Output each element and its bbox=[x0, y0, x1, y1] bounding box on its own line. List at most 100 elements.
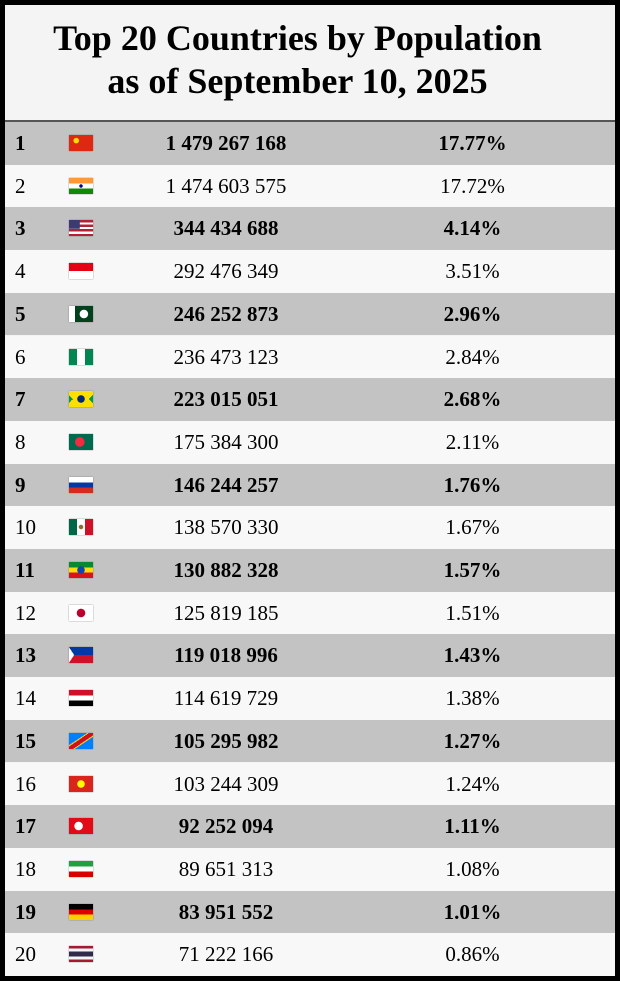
table-row: 11 130 882 328 1.57% bbox=[5, 549, 615, 592]
rank: 15 bbox=[15, 728, 36, 753]
rank: 20 bbox=[15, 942, 36, 967]
share: 1.38% bbox=[445, 686, 500, 711]
title-line: as of September 10, 2025 bbox=[107, 61, 488, 101]
flag-icon bbox=[69, 903, 93, 920]
flag-icon bbox=[69, 604, 93, 621]
share: 1.27% bbox=[443, 728, 502, 753]
rank: 12 bbox=[15, 600, 36, 625]
population: 223 015 051 bbox=[173, 387, 279, 412]
table-row: 8 175 384 300 2.11% bbox=[5, 420, 615, 464]
share: 2.96% bbox=[443, 301, 502, 326]
population: 146 244 257 bbox=[173, 472, 279, 497]
rank: 11 bbox=[15, 558, 35, 582]
flag-icon bbox=[69, 562, 93, 578]
flag-icon bbox=[69, 135, 93, 151]
share: 1.08% bbox=[445, 856, 500, 881]
share: 1.51% bbox=[445, 600, 500, 625]
share: 1.67% bbox=[445, 515, 500, 540]
population: 89 651 313 bbox=[178, 856, 274, 881]
rank: 9 bbox=[15, 472, 26, 497]
table-row: 3 344 434 688 4.14% bbox=[5, 207, 615, 251]
table-row: 5 246 252 873 2.96% bbox=[5, 292, 615, 336]
flag-icon bbox=[69, 433, 93, 450]
share: 17.77% bbox=[438, 131, 507, 155]
table-row: 10 138 570 330 1.67% bbox=[5, 506, 615, 549]
population: 125 819 185 bbox=[173, 600, 279, 625]
flag-icon bbox=[69, 263, 93, 280]
population: 138 570 330 bbox=[173, 515, 279, 540]
rank: 6 bbox=[15, 344, 26, 369]
population: 105 295 982 bbox=[173, 728, 279, 753]
table-row: 12 125 819 185 1.51% bbox=[5, 591, 615, 635]
rank: 14 bbox=[15, 686, 36, 711]
table-row: 2 1 474 603 575 17.72% bbox=[5, 164, 615, 208]
flag-icon bbox=[69, 348, 93, 365]
rank: 19 bbox=[15, 899, 36, 924]
population: 1 479 267 168 bbox=[165, 131, 287, 155]
share: 0.86% bbox=[445, 942, 500, 967]
population: 236 473 123 bbox=[173, 344, 279, 369]
population: 119 018 996 bbox=[174, 643, 278, 668]
population: 246 252 873 bbox=[173, 301, 279, 326]
flag-icon bbox=[69, 775, 93, 792]
population: 292 476 349 bbox=[173, 259, 279, 284]
rank: 7 bbox=[15, 387, 26, 412]
rank: 8 bbox=[15, 429, 26, 454]
table-row: 13 119 018 996 1.43% bbox=[5, 634, 615, 678]
rank: 2 bbox=[15, 173, 26, 198]
population: 114 619 729 bbox=[173, 686, 279, 711]
share: 2.68% bbox=[443, 387, 502, 412]
share: 1.01% bbox=[443, 899, 502, 924]
table-row: 18 89 651 313 1.08% bbox=[5, 847, 615, 891]
share: 1.76% bbox=[443, 472, 502, 497]
table-row: 9 146 244 257 1.76% bbox=[5, 463, 615, 507]
table-row: 6 236 473 123 2.84% bbox=[5, 335, 615, 379]
flag-icon bbox=[69, 860, 93, 877]
population: 92 252 094 bbox=[178, 814, 274, 839]
rank: 4 bbox=[15, 259, 26, 284]
rank: 16 bbox=[15, 771, 36, 796]
rank: 10 bbox=[15, 515, 36, 540]
flag-icon bbox=[69, 305, 93, 322]
table-row: 4 292 476 349 3.51% bbox=[5, 250, 615, 293]
rank: 5 bbox=[15, 301, 26, 326]
rank: 18 bbox=[15, 856, 36, 881]
flag-icon bbox=[69, 732, 93, 749]
table-row: 1 1 479 267 168 17.77% bbox=[5, 122, 615, 165]
table-row: 19 83 951 552 1.01% bbox=[5, 890, 615, 934]
table: 1 1 479 267 168 17.77% 2 1 474 603 575 17.72%… bbox=[5, 122, 615, 976]
table-row: 17 92 252 094 1.11% bbox=[5, 805, 615, 848]
population: 103 244 309 bbox=[173, 771, 279, 796]
flag-icon bbox=[69, 177, 93, 194]
share: 2.84% bbox=[445, 344, 500, 369]
title: Top 20 Countries by Population as of Sep… bbox=[5, 17, 590, 103]
table-row: 15 105 295 982 1.27% bbox=[5, 719, 615, 763]
rank: 13 bbox=[15, 643, 36, 668]
flag-icon bbox=[69, 818, 93, 835]
flag-icon bbox=[69, 220, 93, 237]
table-row: 14 114 619 729 1.38% bbox=[5, 677, 615, 720]
share: 17.72% bbox=[440, 173, 505, 198]
flag-icon bbox=[69, 391, 93, 408]
flag-icon bbox=[69, 519, 93, 536]
rank: 3 bbox=[15, 216, 26, 241]
population: 1 474 603 575 bbox=[165, 173, 287, 198]
share: 4.14% bbox=[443, 216, 502, 241]
share: 1.57% bbox=[443, 558, 502, 582]
rank: 17 bbox=[15, 814, 36, 839]
flag-icon bbox=[69, 690, 93, 707]
rank: 1 bbox=[15, 131, 26, 155]
population: 83 951 552 bbox=[178, 899, 274, 924]
share: 1.11% bbox=[444, 814, 501, 839]
divider bbox=[5, 120, 615, 122]
share: 3.51% bbox=[445, 259, 500, 284]
population: 175 384 300 bbox=[173, 429, 279, 454]
title-line: Top 20 Countries by Population bbox=[53, 18, 542, 58]
table-row: 20 71 222 166 0.86% bbox=[5, 933, 615, 976]
flag-icon bbox=[69, 647, 93, 664]
share: 2.11% bbox=[445, 429, 500, 454]
population: 130 882 328 bbox=[173, 558, 279, 582]
flag-icon bbox=[69, 946, 93, 963]
population: 71 222 166 bbox=[178, 942, 274, 967]
